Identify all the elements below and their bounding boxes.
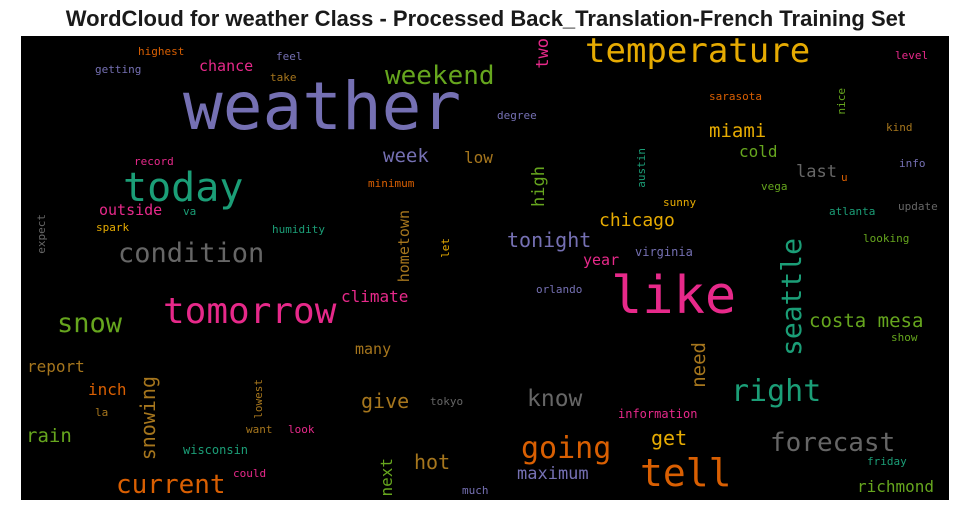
word-chance: chance bbox=[199, 57, 254, 75]
word-u: u bbox=[841, 171, 848, 184]
word-spark: spark bbox=[96, 221, 130, 234]
word-low: low bbox=[464, 148, 493, 167]
word-hometown: hometown bbox=[395, 210, 413, 283]
word-outside: outside bbox=[99, 201, 163, 219]
word-level: level bbox=[895, 49, 929, 62]
word-maximum: maximum bbox=[517, 464, 589, 484]
word-getting: getting bbox=[95, 63, 142, 76]
word-like: like bbox=[611, 266, 737, 326]
word-give: give bbox=[361, 389, 410, 413]
word-friday: friday bbox=[867, 455, 907, 468]
word-minimum: minimum bbox=[368, 177, 415, 190]
word-richmond: richmond bbox=[857, 477, 935, 496]
word-info: info bbox=[899, 157, 926, 170]
word-two: two bbox=[533, 38, 553, 69]
word-inch: inch bbox=[88, 380, 127, 399]
word-nice: nice bbox=[835, 88, 848, 115]
word-highest: highest bbox=[138, 45, 185, 58]
word-tomorrow: tomorrow bbox=[163, 291, 337, 332]
word-temperature: temperature bbox=[585, 36, 811, 71]
word-feel: feel bbox=[276, 50, 303, 63]
word-hot: hot bbox=[414, 450, 451, 474]
word-chicago: chicago bbox=[599, 210, 675, 231]
word-tonight: tonight bbox=[507, 228, 592, 252]
word-va: va bbox=[183, 205, 197, 218]
word-today: today bbox=[123, 165, 244, 211]
word-virginia: virginia bbox=[635, 245, 693, 259]
word-week: week bbox=[383, 145, 429, 167]
word-next: next bbox=[377, 458, 396, 497]
word-sarasota: sarasota bbox=[709, 90, 762, 103]
word-current: current bbox=[116, 470, 226, 500]
word-lowest: lowest bbox=[252, 379, 265, 419]
word-miami: miami bbox=[709, 120, 767, 142]
wordcloud-canvas: weather temperature like tell today tomo… bbox=[21, 36, 949, 500]
word-tokyo: tokyo bbox=[430, 395, 464, 408]
word-show: show bbox=[891, 331, 918, 344]
word-many: many bbox=[355, 340, 392, 358]
word-looking: looking bbox=[863, 232, 910, 245]
word-seattle: seattle bbox=[775, 238, 808, 357]
word-high: high bbox=[529, 166, 549, 207]
word-update: update bbox=[898, 200, 938, 213]
word-costa-mesa: costa mesa bbox=[809, 310, 924, 332]
word-snow: snow bbox=[57, 308, 123, 339]
word-could: could bbox=[233, 467, 267, 480]
word-going: going bbox=[521, 431, 612, 466]
word-know: know bbox=[527, 386, 583, 412]
word-austin: austin bbox=[635, 148, 648, 188]
word-look: look bbox=[288, 423, 315, 436]
word-condition: condition bbox=[118, 238, 265, 269]
word-right: right bbox=[731, 374, 822, 409]
word-climate: climate bbox=[341, 287, 409, 306]
word-much: much bbox=[462, 484, 489, 497]
word-forecast: forecast bbox=[770, 428, 896, 458]
word-wisconsin: wisconsin bbox=[183, 443, 249, 457]
word-record: record bbox=[134, 155, 174, 168]
word-want: want bbox=[246, 423, 273, 436]
wordcloud-title: WordCloud for weather Class - Processed … bbox=[65, 6, 906, 31]
word-weather: weather bbox=[183, 68, 462, 145]
word-orlando: orlando bbox=[536, 283, 583, 296]
word-vega: vega bbox=[761, 180, 788, 193]
word-la: la bbox=[95, 406, 109, 419]
word-humidity: humidity bbox=[272, 223, 325, 236]
word-rain: rain bbox=[26, 425, 72, 447]
word-weekend: weekend bbox=[385, 61, 495, 91]
word-expect: expect bbox=[35, 214, 48, 254]
word-let: let bbox=[439, 238, 452, 258]
word-cold: cold bbox=[739, 142, 778, 161]
word-need: need bbox=[688, 342, 710, 388]
word-atlanta: atlanta bbox=[829, 205, 876, 218]
word-kind: kind bbox=[886, 121, 913, 134]
word-take: take bbox=[270, 71, 297, 84]
word-information: information bbox=[618, 407, 698, 421]
word-last: last bbox=[796, 162, 837, 182]
word-sunny: sunny bbox=[663, 196, 697, 209]
word-snowing: snowing bbox=[136, 376, 160, 461]
word-degree: degree bbox=[497, 109, 537, 122]
word-tell: tell bbox=[640, 451, 732, 495]
word-year: year bbox=[583, 251, 620, 269]
word-get: get bbox=[651, 426, 688, 450]
word-report: report bbox=[27, 357, 85, 376]
